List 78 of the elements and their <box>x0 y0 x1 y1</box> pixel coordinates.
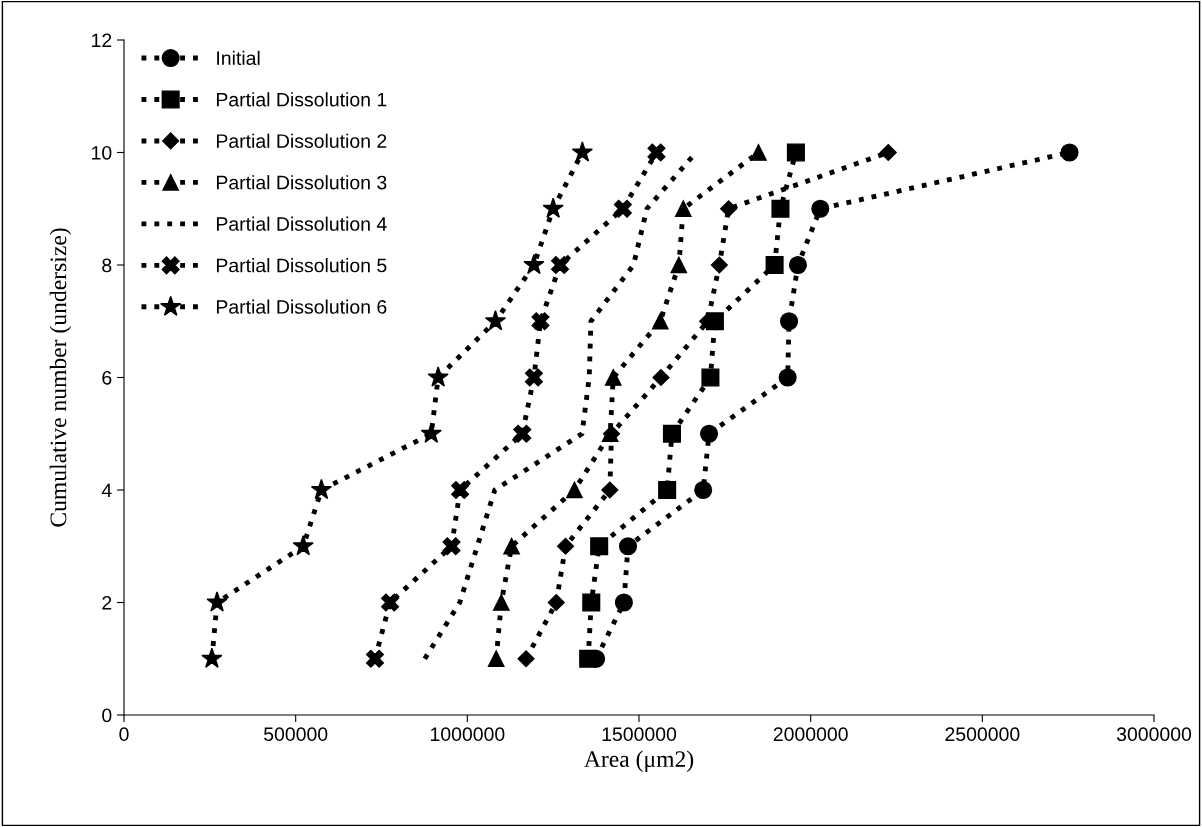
point <box>750 144 767 161</box>
point <box>381 593 400 612</box>
point <box>694 480 713 500</box>
point <box>590 537 609 556</box>
point <box>582 593 601 612</box>
x-tick-label: 1500000 <box>602 727 677 742</box>
point <box>674 200 692 218</box>
point <box>513 424 532 443</box>
point <box>492 594 510 611</box>
point <box>778 368 797 387</box>
point <box>484 310 507 331</box>
legend-label: Initial <box>217 50 260 66</box>
point <box>604 369 622 386</box>
legend-label: Partial Dissolution 4 <box>216 216 387 231</box>
point <box>442 537 461 556</box>
x-tick-label: 500000 <box>264 727 328 742</box>
x-tick-label: 2000000 <box>773 727 848 742</box>
legend-label: Partial Dissolution 5 <box>216 258 387 273</box>
point <box>551 255 570 275</box>
y-tick-label: 12 <box>92 33 112 48</box>
point <box>556 537 575 555</box>
x-axis-title: Area (μm2) <box>584 750 694 772</box>
point <box>879 143 897 162</box>
point <box>765 255 784 275</box>
point <box>201 647 223 668</box>
legend-label: Partial Dissolution 3 <box>216 175 387 190</box>
point <box>613 199 632 218</box>
point <box>523 253 545 275</box>
point <box>701 368 720 387</box>
y-tick-label: 6 <box>102 370 112 385</box>
point <box>720 200 738 218</box>
y-tick-label: 2 <box>102 595 112 610</box>
point <box>310 478 333 500</box>
x-tick-label: 3000000 <box>1116 727 1192 742</box>
point <box>771 199 790 218</box>
point <box>542 197 564 218</box>
point <box>206 591 228 612</box>
x-tick-label: 1000000 <box>430 727 505 742</box>
legend-label: Partial Dissolution 2 <box>216 133 387 148</box>
point <box>524 368 543 387</box>
point <box>531 312 550 331</box>
point <box>487 650 505 668</box>
point <box>503 537 520 555</box>
y-tick-label: 0 <box>102 708 112 723</box>
point <box>662 424 681 443</box>
point <box>786 143 805 162</box>
point <box>618 537 638 556</box>
point <box>670 256 688 274</box>
point <box>788 255 807 275</box>
point <box>365 649 385 668</box>
point <box>658 480 677 500</box>
x-tick-label: 0 <box>119 727 129 742</box>
point <box>579 649 598 668</box>
point <box>652 368 670 387</box>
point <box>647 143 666 162</box>
legend-label: Partial Dissolution 1 <box>216 92 387 107</box>
point <box>566 481 583 499</box>
point <box>700 424 719 443</box>
point <box>451 480 470 500</box>
legend-label: Partial Dissolution 6 <box>216 299 387 314</box>
point <box>601 481 619 499</box>
point <box>427 366 449 387</box>
point <box>651 312 669 330</box>
point <box>780 312 799 331</box>
point <box>547 593 565 612</box>
point <box>614 593 633 612</box>
y-tick-label: 4 <box>101 483 112 498</box>
point <box>710 256 728 274</box>
point <box>292 535 314 556</box>
point <box>571 141 593 162</box>
y-axis-title: Cumulative number (undersize) <box>49 228 72 527</box>
point <box>420 422 442 443</box>
point <box>1060 143 1079 162</box>
point <box>811 199 830 218</box>
x-tick-label: 2500000 <box>945 727 1020 742</box>
y-tick-label: 8 <box>102 258 112 273</box>
y-tick-label: 10 <box>92 145 112 160</box>
point <box>517 650 535 668</box>
